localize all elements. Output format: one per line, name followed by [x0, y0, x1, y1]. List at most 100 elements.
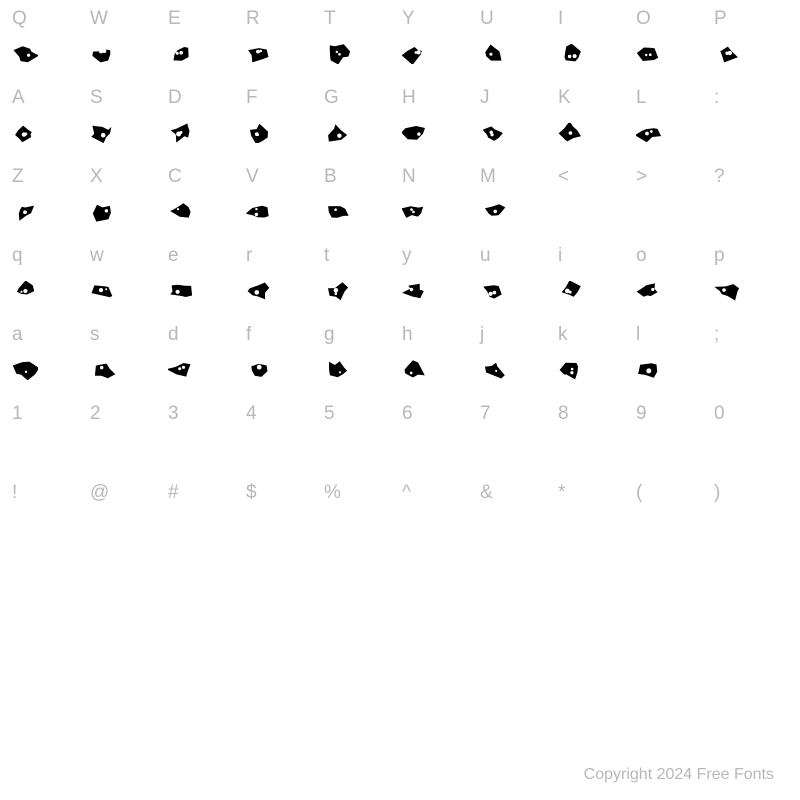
char-label: R: [246, 8, 260, 29]
label-row: 1234567890: [12, 403, 788, 425]
char-label: %: [324, 482, 341, 503]
glyph-icon: [324, 202, 350, 222]
char-label: k: [558, 324, 568, 345]
char-label: #: [168, 482, 179, 503]
label-row: QWERTYUIOP: [12, 8, 788, 30]
glyph-icon: [90, 123, 116, 143]
glyph-icon: [402, 123, 428, 143]
char-label: h: [402, 324, 413, 345]
glyph-row: [12, 123, 788, 148]
glyph-icon: [324, 281, 350, 301]
row-pair: qwertyuiop: [12, 245, 788, 306]
char-label: o: [636, 245, 647, 266]
char-label: N: [402, 166, 416, 187]
char-label: p: [714, 245, 725, 266]
char-label: Z: [12, 166, 24, 187]
char-label: X: [90, 166, 103, 187]
char-label: !: [12, 482, 18, 503]
char-label: *: [558, 482, 566, 503]
char-label: ): [714, 482, 721, 503]
char-label: 4: [246, 403, 257, 424]
glyph-icon: [402, 44, 428, 64]
char-label: q: [12, 245, 23, 266]
char-label: M: [480, 166, 496, 187]
char-label: V: [246, 166, 259, 187]
glyph-icon: [168, 44, 194, 64]
char-label: L: [636, 87, 647, 108]
char-label: Q: [12, 8, 27, 29]
glyph-icon: [168, 123, 194, 143]
char-label: 8: [558, 403, 569, 424]
glyph-icon: [714, 281, 740, 301]
glyph-icon: [480, 202, 506, 222]
glyph-icon: [324, 44, 350, 64]
glyph-icon: [90, 281, 116, 301]
char-label: H: [402, 87, 416, 108]
glyph-icon: [168, 281, 194, 301]
glyph-icon: [324, 123, 350, 143]
char-label: K: [558, 87, 571, 108]
glyph-icon: [168, 202, 194, 222]
glyph-icon: [246, 44, 272, 64]
glyph-icon: [480, 123, 506, 143]
char-label: d: [168, 324, 179, 345]
char-label: $: [246, 482, 257, 503]
glyph-row: [12, 281, 788, 306]
char-label: (: [636, 482, 643, 503]
char-label: Y: [402, 8, 415, 29]
glyph-icon: [90, 202, 116, 222]
char-label: 2: [90, 403, 101, 424]
char-label: J: [480, 87, 490, 108]
glyph-icon: [402, 281, 428, 301]
char-label: C: [168, 166, 182, 187]
char-label: s: [90, 324, 100, 345]
glyph-icon: [636, 123, 662, 143]
glyph-icon: [12, 360, 38, 380]
char-label: 0: [714, 403, 725, 424]
glyph-icon: [636, 44, 662, 64]
glyph-row: [12, 518, 788, 543]
char-label: ?: [714, 166, 725, 187]
character-map: QWERTYUIOPASDFGHJKL:ZXCVBNM<>?qwertyuiop…: [0, 0, 800, 543]
glyph-row: [12, 439, 788, 464]
glyph-icon: [480, 44, 506, 64]
char-label: 1: [12, 403, 23, 424]
char-label: 9: [636, 403, 647, 424]
char-label: S: [90, 87, 103, 108]
char-label: f: [246, 324, 252, 345]
glyph-icon: [246, 281, 272, 301]
glyph-icon: [402, 360, 428, 380]
char-label: B: [324, 166, 337, 187]
glyph-icon: [246, 360, 272, 380]
label-row: ZXCVBNM<>?: [12, 166, 788, 188]
glyph-icon: [246, 123, 272, 143]
label-row: qwertyuiop: [12, 245, 788, 267]
char-label: l: [636, 324, 641, 345]
row-pair: QWERTYUIOP: [12, 8, 788, 69]
char-label: i: [558, 245, 563, 266]
glyph-icon: [558, 44, 584, 64]
char-label: u: [480, 245, 491, 266]
char-label: j: [480, 324, 485, 345]
glyph-icon: [636, 360, 662, 380]
char-label: A: [12, 87, 25, 108]
glyph-icon: [90, 360, 116, 380]
char-label: I: [558, 8, 564, 29]
row-pair: ASDFGHJKL:: [12, 87, 788, 148]
char-label: ;: [714, 324, 720, 345]
glyph-icon: [12, 281, 38, 301]
glyph-icon: [714, 44, 740, 64]
char-label: O: [636, 8, 651, 29]
glyph-icon: [558, 360, 584, 380]
row-pair: 1234567890: [12, 403, 788, 464]
char-label: w: [90, 245, 104, 266]
char-label: F: [246, 87, 258, 108]
char-label: >: [636, 166, 648, 187]
char-label: 3: [168, 403, 179, 424]
char-label: &: [480, 482, 493, 503]
glyph-icon: [558, 123, 584, 143]
glyph-icon: [480, 281, 506, 301]
glyph-row: [12, 360, 788, 385]
glyph-icon: [12, 44, 38, 64]
char-label: U: [480, 8, 494, 29]
